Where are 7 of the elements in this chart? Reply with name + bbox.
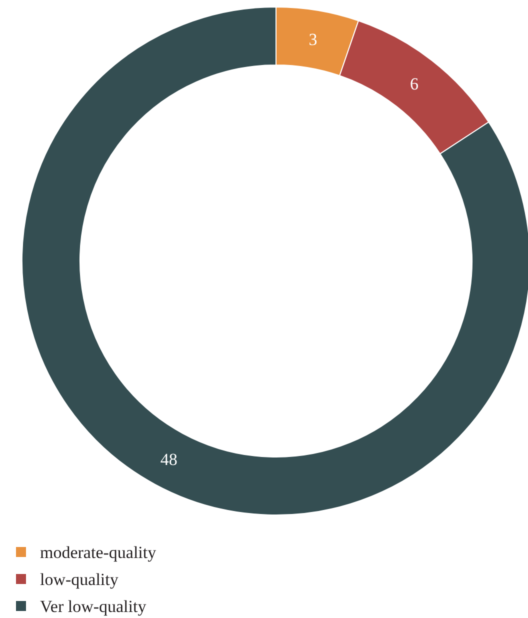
- donut-slice: [22, 6, 528, 516]
- data-label: 48: [160, 450, 178, 469]
- data-label: 3: [308, 30, 318, 50]
- legend-label: moderate-quality: [40, 542, 157, 562]
- legend-label: low-quality: [40, 570, 119, 589]
- data-label: 6: [410, 74, 418, 94]
- legend-label: Ver low-quality: [40, 596, 147, 616]
